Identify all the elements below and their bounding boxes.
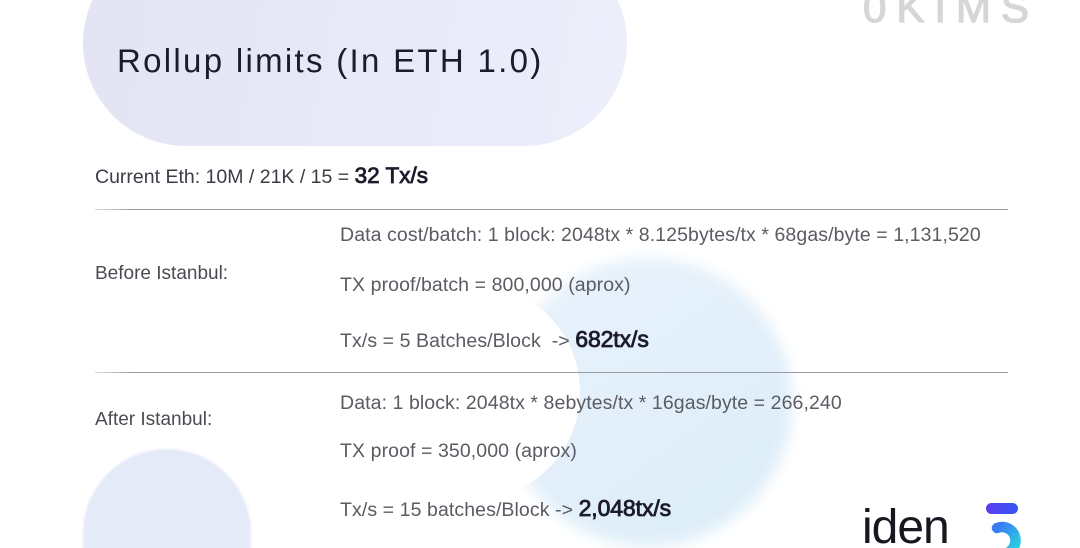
- svg-text:iden: iden: [862, 501, 949, 548]
